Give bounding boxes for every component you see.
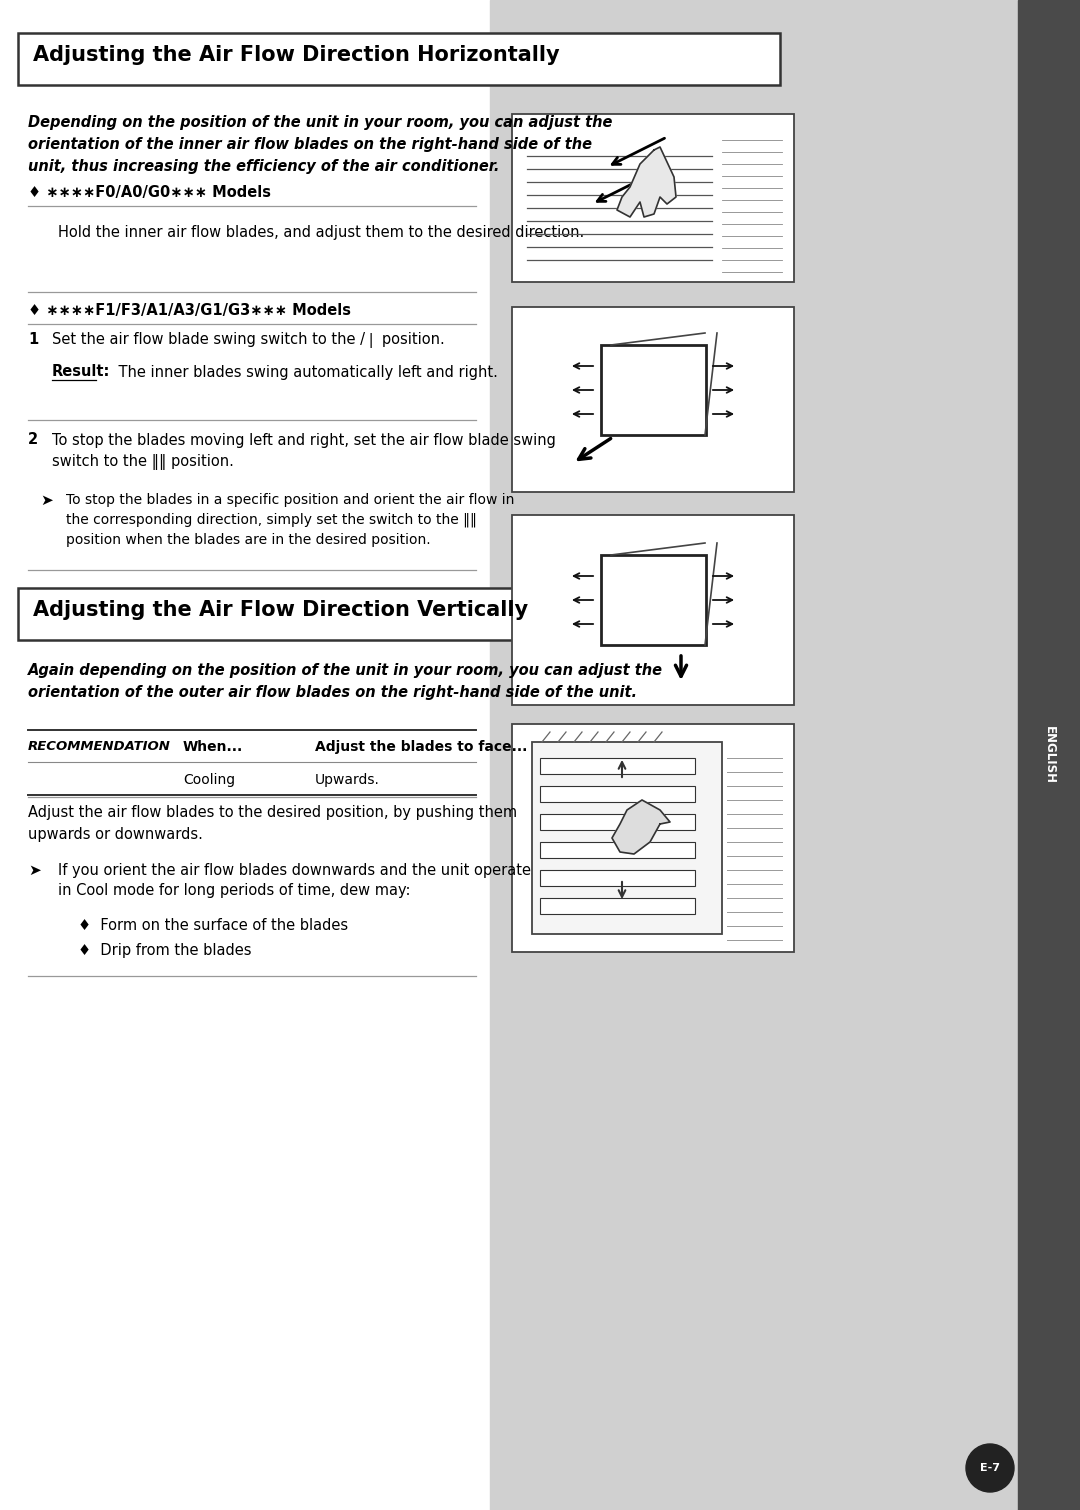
Text: Upwards.: Upwards. [315,773,380,787]
Text: ♦ ∗∗∗∗F0/A0/G0∗∗∗ Models: ♦ ∗∗∗∗F0/A0/G0∗∗∗ Models [28,184,271,199]
Text: ♦ ∗∗∗∗F1/F3/A1/A3/G1/G3∗∗∗ Models: ♦ ∗∗∗∗F1/F3/A1/A3/G1/G3∗∗∗ Models [28,302,351,317]
Bar [512,515,794,705]
Circle shape [966,1444,1014,1492]
Text: the corresponding direction, simply set the switch to the ‖‖: the corresponding direction, simply set … [66,513,477,527]
Bar [490,0,1080,1510]
Text: Hold the inner air flow blades, and adjust them to the desired direction.: Hold the inner air flow blades, and adju… [58,225,584,240]
Text: Again depending on the position of the unit in your room, you can adjust the: Again depending on the position of the u… [28,663,663,678]
Text: Depending on the position of the unit in your room, you can adjust the: Depending on the position of the unit in… [28,115,612,130]
Text: Result:: Result: [52,364,110,379]
Bar [600,344,706,435]
Text: Adjusting the Air Flow Direction Vertically: Adjusting the Air Flow Direction Vertica… [33,599,528,621]
Polygon shape [612,800,670,855]
Text: Adjust the air flow blades to the desired position, by pushing them: Adjust the air flow blades to the desire… [28,805,517,820]
Text: ➤: ➤ [40,492,53,507]
Text: The inner blades swing automatically left and right.: The inner blades swing automatically lef… [100,364,498,379]
Text: 1: 1 [28,332,38,347]
Text: To stop the blades in a specific position and orient the air flow in: To stop the blades in a specific positio… [66,492,514,507]
Text: Adjust the blades to face...: Adjust the blades to face... [315,740,527,753]
Text: orientation of the inner air flow blades on the right-hand side of the: orientation of the inner air flow blades… [28,136,592,151]
Text: RECOMMENDATION: RECOMMENDATION [28,740,171,753]
Text: To stop the blades moving left and right, set the air flow blade swing: To stop the blades moving left and right… [52,432,556,447]
Bar [512,113,794,282]
Text: If you orient the air flow blades downwards and the unit operates: If you orient the air flow blades downwa… [58,862,539,877]
Bar [540,814,696,831]
Bar [540,870,696,886]
Bar [540,758,696,775]
Text: Set the air flow blade swing switch to the /❘ position.: Set the air flow blade swing switch to t… [52,332,445,347]
Bar [540,787,696,802]
Bar [512,723,794,951]
Bar [512,307,794,492]
Bar [1018,0,1080,1510]
Text: unit, thus increasing the efficiency of the air conditioner.: unit, thus increasing the efficiency of … [28,159,499,174]
Text: Adjusting the Air Flow Direction Horizontally: Adjusting the Air Flow Direction Horizon… [33,45,559,65]
FancyBboxPatch shape [18,33,780,85]
FancyBboxPatch shape [18,587,780,640]
Text: switch to the ‖‖ position.: switch to the ‖‖ position. [52,455,234,470]
Bar [540,843,696,858]
Bar [600,556,706,645]
Text: position when the blades are in the desired position.: position when the blades are in the desi… [66,533,431,547]
Bar [540,898,696,914]
Text: When...: When... [183,740,243,753]
Polygon shape [617,146,676,217]
Text: ♦  Drip from the blades: ♦ Drip from the blades [78,942,252,957]
Text: ➤: ➤ [28,862,41,877]
Text: ENGLISH: ENGLISH [1042,726,1055,784]
Text: ♦  Form on the surface of the blades: ♦ Form on the surface of the blades [78,918,348,933]
Text: in Cool mode for long periods of time, dew may:: in Cool mode for long periods of time, d… [58,883,410,898]
Bar [532,741,723,935]
Text: E-7: E-7 [980,1463,1000,1472]
Text: orientation of the outer air flow blades on the right-hand side of the unit.: orientation of the outer air flow blades… [28,684,637,699]
Text: upwards or downwards.: upwards or downwards. [28,826,203,841]
Text: Cooling: Cooling [183,773,235,787]
Text: 2: 2 [28,432,38,447]
